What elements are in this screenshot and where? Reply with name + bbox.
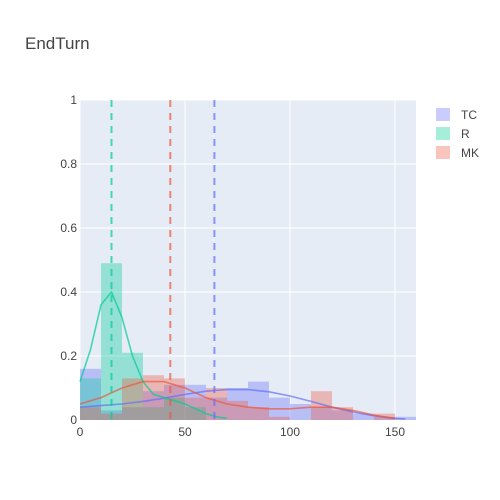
histogram-bar xyxy=(80,407,101,420)
histogram-bar xyxy=(143,407,164,420)
histogram-bar xyxy=(101,263,122,420)
histogram-bar xyxy=(311,391,332,420)
y-tick-label: 1 xyxy=(70,93,77,107)
y-tick-label: 0.8 xyxy=(60,157,77,171)
histogram-bar xyxy=(122,378,143,420)
histogram-bar xyxy=(332,410,353,420)
x-tick-label: 0 xyxy=(77,425,84,439)
legend-label: TC xyxy=(461,108,477,122)
x-axis-ticks: 0 50 100 150 xyxy=(77,425,406,439)
y-tick-label: 0.4 xyxy=(60,285,77,299)
y-tick-label: 0.6 xyxy=(60,221,77,235)
histogram-bar xyxy=(290,404,311,420)
kde-curve xyxy=(79,380,396,420)
x-tick-label: 50 xyxy=(178,425,192,439)
histogram-bar xyxy=(353,413,374,420)
plot-background xyxy=(80,100,416,420)
grid-lines xyxy=(79,99,416,420)
legend-label: R xyxy=(461,127,470,141)
histogram-bar xyxy=(311,407,332,420)
chart-title: EndTurn xyxy=(25,34,90,53)
legend-label: MK xyxy=(461,146,479,160)
histogram-bar xyxy=(206,388,227,420)
histogram-bar xyxy=(374,416,395,420)
histogram-bar xyxy=(227,388,248,420)
histogram-bar xyxy=(248,407,269,420)
legend-swatch xyxy=(436,146,450,159)
kde-curve xyxy=(79,291,228,420)
histogram-bar xyxy=(269,416,290,420)
histogram-bar xyxy=(164,384,185,420)
x-tick-label: 100 xyxy=(280,425,300,439)
y-tick-label: 0.2 xyxy=(60,349,77,363)
legend-swatch xyxy=(436,127,450,140)
legend: TC R MK xyxy=(436,108,479,160)
kde-curves xyxy=(79,291,406,420)
histogram-bar xyxy=(164,378,185,420)
y-axis-ticks: 0 0.2 0.4 0.6 0.8 1 xyxy=(60,93,77,427)
y-tick-label: 0 xyxy=(70,413,77,427)
histogram-bar xyxy=(143,375,164,420)
x-tick-label: 150 xyxy=(385,425,405,439)
histogram-bar xyxy=(80,378,101,420)
mean-lines xyxy=(110,100,216,420)
legend-swatch xyxy=(436,108,450,121)
histogram-bar xyxy=(122,407,143,420)
kde-curve xyxy=(79,388,406,420)
